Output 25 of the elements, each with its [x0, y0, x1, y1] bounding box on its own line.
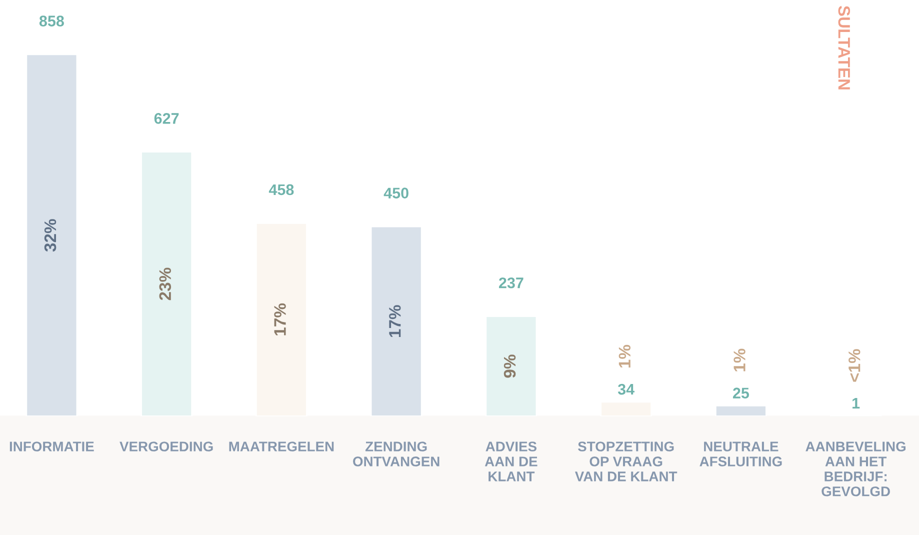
annotation: <1%: [848, 349, 860, 382]
x-tick-label: INFORMATIE: [10, 442, 94, 452]
data-label: 25: [732, 388, 750, 399]
annotation: 32%: [44, 219, 56, 252]
annotation: 23%: [159, 268, 172, 300]
data-label: 458: [268, 184, 294, 196]
annotation: 1%: [618, 344, 631, 368]
annotation: 17%: [274, 303, 286, 336]
x-tick-label: MAATREGELEN: [229, 442, 334, 452]
x-tick-label: NEUTRALE AFSLUITING: [700, 442, 782, 466]
data-label: 1: [852, 398, 860, 408]
data-label: 450: [384, 188, 408, 198]
x-tick-label: ADVIES AAN DE KLANT: [484, 442, 538, 482]
data-label: 627: [154, 113, 179, 124]
x-tick-label: VERGOEDING: [120, 442, 213, 452]
x-tick-label: STOPZETTING OP VRAAG VAN DE KLANT: [574, 442, 678, 482]
annotation: 1%: [734, 348, 746, 372]
x-tick-label: ZENDING ONTVANGEN: [353, 442, 440, 466]
annotation: 9%: [504, 354, 516, 378]
x-tick-label: AANBEVELING AAN HET BEDRIJF: GEVOLGD: [806, 442, 906, 496]
data-label: 237: [498, 277, 524, 288]
annotation: SULTATEN: [838, 6, 850, 90]
data-label: 858: [39, 16, 64, 26]
annotation: 17%: [389, 305, 401, 337]
data-label: 34: [618, 384, 634, 395]
